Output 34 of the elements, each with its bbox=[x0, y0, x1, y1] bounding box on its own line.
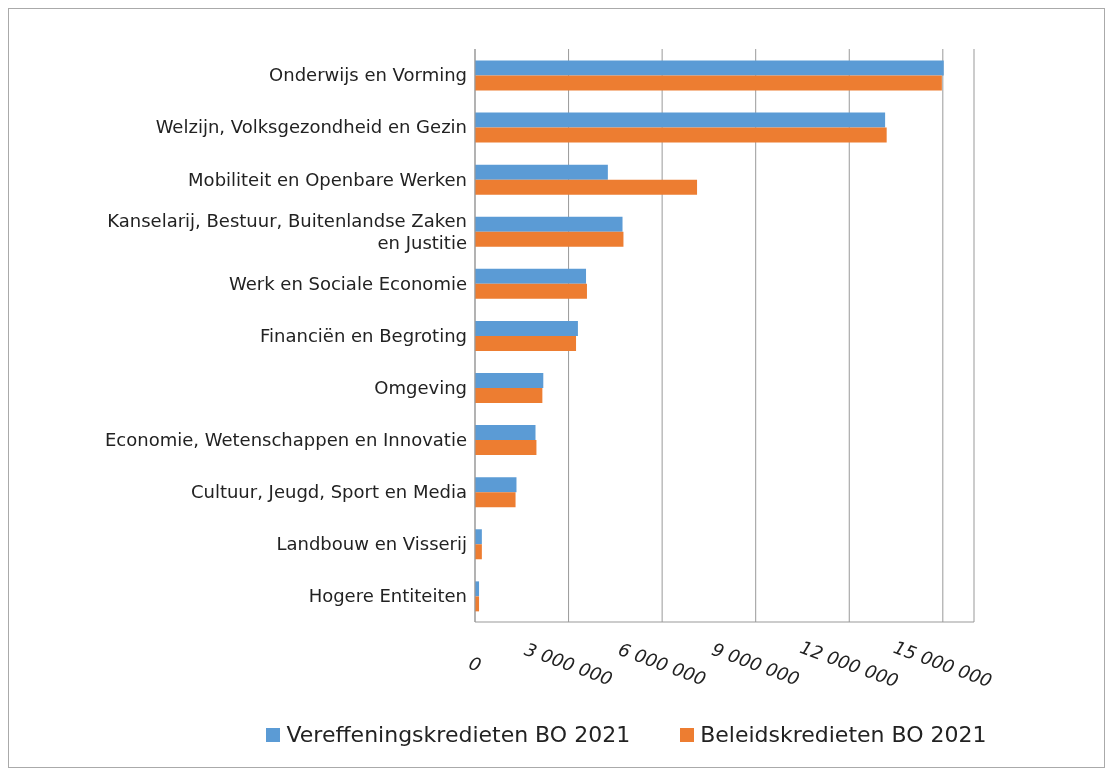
x-tick-label: 6 000 000 bbox=[615, 638, 709, 690]
bar bbox=[475, 492, 516, 508]
x-tick-label: 0 bbox=[466, 651, 485, 676]
bar bbox=[475, 127, 887, 143]
bar bbox=[475, 425, 536, 441]
y-tick-label: Financiën en Begroting bbox=[260, 324, 467, 346]
bar bbox=[475, 335, 577, 351]
y-tick-label: Economie, Wetenschappen en Innovatie bbox=[104, 428, 467, 450]
y-tick-label: Mobiliteit en Openbare Werken bbox=[188, 168, 467, 190]
bar bbox=[475, 112, 886, 128]
y-tick-label: Cultuur, Jeugd, Sport en Media bbox=[190, 481, 467, 503]
x-tick-label: 3 000 000 bbox=[522, 638, 616, 690]
bar bbox=[475, 60, 944, 76]
bar bbox=[475, 477, 517, 493]
bar bbox=[475, 373, 544, 389]
bar bbox=[475, 231, 624, 247]
legend-label: Vereffeningskredieten BO 2021 bbox=[286, 722, 631, 747]
bar bbox=[475, 388, 543, 404]
y-tick-label: Omgeving bbox=[374, 376, 467, 398]
legend-label: Beleidskredieten BO 2021 bbox=[700, 722, 987, 747]
bar bbox=[475, 75, 942, 91]
bar bbox=[475, 283, 587, 299]
bar bbox=[475, 179, 698, 195]
y-tick-label: Kanselarij, Bestuur, Buitenlandse Zaken en Justitie bbox=[107, 209, 467, 253]
bar bbox=[475, 440, 537, 456]
bar bbox=[475, 268, 587, 284]
bar bbox=[475, 320, 578, 336]
y-tick-label: Landbouw en Visserij bbox=[276, 533, 467, 555]
bar bbox=[475, 216, 623, 232]
y-tick-label: Welzijn, Volksgezondheid en Gezin bbox=[155, 116, 467, 138]
y-tick-label: Werk en Sociale Economie bbox=[228, 272, 467, 294]
y-tick-label: Hogere Entiteiten bbox=[308, 585, 467, 607]
bar bbox=[475, 164, 608, 180]
y-tick-label: Onderwijs en Vorming bbox=[269, 64, 467, 86]
